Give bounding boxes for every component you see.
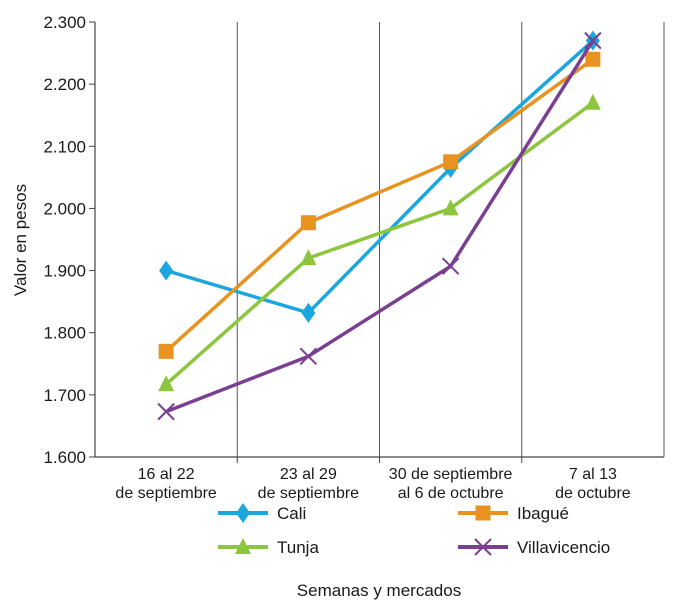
x-category-label: 16 al 22 de septiembre — [115, 466, 216, 502]
marker-square — [475, 505, 491, 521]
y-tick-label: 1.900 — [43, 262, 86, 281]
y-tick-label: 1.600 — [43, 448, 86, 467]
legend-label: Cali — [277, 504, 306, 523]
marker-x — [584, 31, 602, 50]
x-category-label-line: de septiembre — [258, 485, 359, 502]
legend-label: Villavicencio — [517, 538, 610, 557]
x-category-label-line: 23 al 29 — [280, 466, 337, 483]
legend-item: Villavicencio — [458, 538, 610, 557]
marker-diamond — [301, 302, 316, 323]
marker-triangle — [442, 199, 459, 216]
marker-square — [443, 154, 459, 170]
series-line — [165, 39, 595, 315]
y-tick-label: 2.200 — [43, 75, 86, 94]
x-category-label-line: 16 al 22 — [138, 466, 195, 483]
y-tick-label: 2.100 — [43, 137, 86, 156]
x-category-label-line: 30 de septiembre — [389, 466, 513, 483]
y-tick-labels: 1.600 1.700 1.800 1.900 2.000 2.100 2.200 2.300 — [43, 13, 95, 467]
marker-triangle — [584, 93, 601, 110]
gridlines — [236, 22, 665, 457]
legend: Cali Ibagué Tunja Villavicencio — [218, 503, 610, 557]
legend-item: Ibagué — [458, 504, 569, 523]
y-tick-label: 1.700 — [43, 386, 86, 405]
legend-item: Tunja — [218, 538, 319, 557]
marker-x-stroke — [441, 257, 460, 275]
legend-label: Tunja — [277, 538, 319, 557]
marker-x — [299, 347, 318, 366]
x-category-label-line: 7 al 13 — [569, 466, 617, 483]
series-line — [164, 57, 594, 353]
marker-triangle — [300, 249, 317, 266]
y-tick-label: 2.000 — [43, 199, 86, 218]
x-category-label: 7 al 13 de octubre — [555, 466, 631, 502]
marker-square — [585, 51, 601, 67]
series-line — [165, 39, 595, 414]
marker-x — [441, 257, 460, 275]
marker-x-stroke — [299, 347, 318, 366]
marker-x-stroke — [474, 538, 492, 556]
marker-square — [158, 343, 174, 359]
x-axis-title: Semanas y mercados — [297, 581, 461, 600]
marker-triangle — [158, 375, 175, 392]
x-category-labels: 16 al 22 de septiembre 23 al 29 de septiemb… — [115, 457, 631, 502]
series-group — [157, 30, 602, 421]
marker-x-stroke — [157, 402, 175, 421]
marker-triangle — [235, 538, 251, 554]
marker-x — [474, 538, 492, 556]
marker-diamond — [159, 260, 174, 281]
marker-x-stroke — [584, 31, 602, 50]
y-axis-title: Valor en pesos — [11, 184, 30, 296]
marker-diamond — [236, 503, 250, 523]
marker-x — [157, 402, 175, 421]
x-category-label-line: al 6 de octubre — [398, 485, 504, 502]
series-villavicencio — [157, 31, 602, 421]
x-category-label: 23 al 29 de septiembre — [258, 466, 359, 502]
x-category-label: 30 de septiembre al 6 de octubre — [389, 466, 513, 502]
x-category-label-line: de octubre — [555, 485, 631, 502]
y-tick-label: 2.300 — [43, 13, 86, 32]
legend-label: Ibagué — [517, 504, 569, 523]
marker-square — [300, 215, 316, 231]
y-tick-label: 1.800 — [43, 324, 86, 343]
legend-item: Cali — [218, 503, 306, 523]
x-category-label-line: de septiembre — [115, 485, 216, 502]
series-ibague — [158, 51, 601, 359]
